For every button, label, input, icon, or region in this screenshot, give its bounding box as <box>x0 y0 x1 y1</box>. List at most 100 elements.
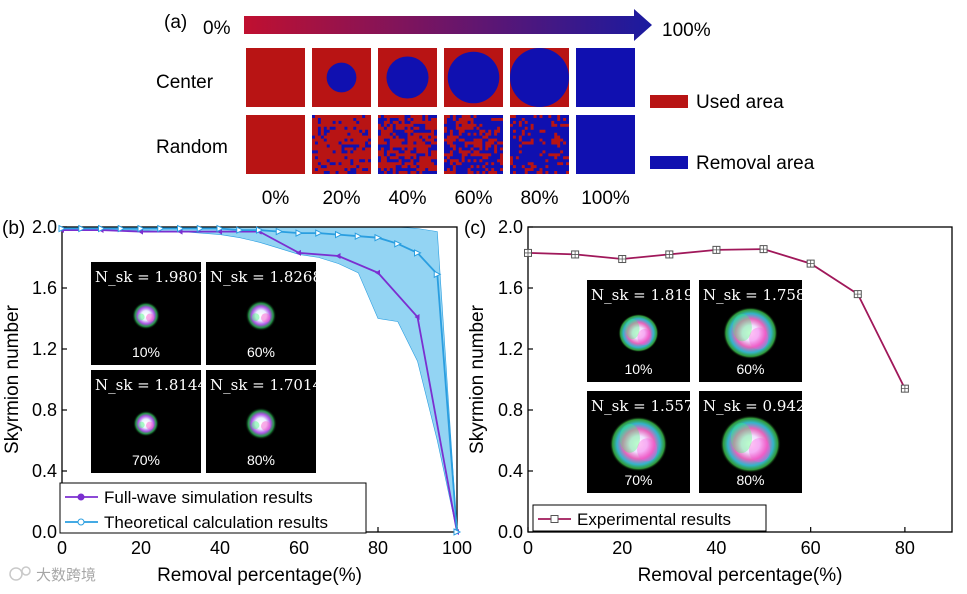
watermark-logo-icon <box>9 567 23 581</box>
inset-nsk-label: N_sk = 1.8268 <box>210 268 322 286</box>
inset-nsk-label: N_sk = 1.7014 <box>210 376 322 394</box>
skyrmion-spot <box>245 300 277 331</box>
mask-removed-area <box>447 51 500 104</box>
legend-marker <box>77 518 85 526</box>
mask-removed-area <box>576 115 635 174</box>
data-point <box>433 270 442 279</box>
inset-image-3: N_sk = 1.7014 80% <box>206 370 322 473</box>
inset-percent-label: 10% <box>624 361 652 377</box>
legend-label: Experimental results <box>577 510 731 529</box>
gradient-arrow <box>244 9 652 41</box>
watermark: 大数跨境 <box>9 566 96 584</box>
mask-random-1 <box>312 115 371 174</box>
legend-label: Full-wave simulation results <box>104 488 313 507</box>
data-point-cross <box>618 255 626 263</box>
mask-background <box>246 48 305 107</box>
data-point <box>98 224 106 233</box>
y-tick-label: 1.2 <box>498 339 523 359</box>
inset-percent-label: 10% <box>132 344 160 360</box>
mask-random-2 <box>378 115 437 174</box>
data-point <box>256 226 264 234</box>
inset-image-1: N_sk = 1.7584 60% <box>699 280 815 382</box>
skyrmion-spot-green <box>251 421 260 430</box>
x-axis-label: Removal percentage(%) <box>157 565 362 586</box>
mask-center-3 <box>444 48 503 107</box>
mask-removed-area <box>444 115 503 174</box>
mask-removed-area <box>378 115 437 174</box>
data-point <box>453 528 462 536</box>
skyrmion-spot-green <box>251 313 260 321</box>
data-point-cross <box>901 385 909 393</box>
plot-frame <box>527 226 953 533</box>
mask-percent-label: 60% <box>454 188 492 209</box>
mask-random-0 <box>246 115 305 174</box>
arrow-end-label: 100% <box>662 20 711 41</box>
x-tick-label: 80 <box>895 538 915 558</box>
mask-random-4 <box>510 115 569 174</box>
data-point-cross <box>712 246 720 254</box>
data-point-cross <box>807 260 815 268</box>
mask-removed-area <box>576 48 635 107</box>
data-point <box>374 233 383 242</box>
legend-used-label: Used area <box>696 92 784 113</box>
mask-center-4 <box>510 48 569 107</box>
skyrmion-spot <box>132 301 160 330</box>
mask-removed-area <box>386 56 429 99</box>
inset-nsk-label: N_sk = 1.8191 <box>591 286 703 304</box>
x-tick-label: 20 <box>612 538 632 558</box>
x-tick-label: 40 <box>706 538 726 558</box>
inset-percent-label: 80% <box>736 472 764 488</box>
data-point <box>117 224 126 233</box>
data-point <box>216 224 225 233</box>
y-tick-label: 2.0 <box>32 217 57 237</box>
inset-nsk-label: N_sk = 1.7584 <box>703 286 815 304</box>
data-point <box>58 224 67 233</box>
mask-percent-label: 80% <box>520 188 558 209</box>
inset-percent-label: 80% <box>247 452 275 468</box>
data-point <box>335 252 341 259</box>
inset-image-1: N_sk = 1.8268 60% <box>206 262 322 365</box>
chart-c: (c) 0 20 40 60 80 0.0 0.4 0.8 1.2 1.6 2.0 Removal pe… <box>464 217 953 586</box>
y-tick-label: 1.6 <box>32 278 57 298</box>
mask-percent-label: 100% <box>581 188 630 209</box>
mask-center-0 <box>246 48 305 107</box>
inset-nsk-label: N_sk = 1.5571 <box>591 397 703 415</box>
data-point <box>137 224 146 233</box>
skyrmion-spot-green <box>619 423 640 453</box>
mask-percent-label: 0% <box>262 188 290 209</box>
skyrmion-spot <box>609 416 668 472</box>
y-tick-label: 0.0 <box>498 522 523 542</box>
skyrmion-spot-magenta <box>637 329 652 346</box>
skyrmion-spot-magenta <box>146 313 155 322</box>
x-tick-label: 60 <box>289 538 309 558</box>
legend: Full-wave simulation results Theoretical … <box>59 482 367 534</box>
skyrmion-spot-magenta <box>748 437 771 463</box>
skyrmion-spot-magenta <box>261 313 271 323</box>
mask-percent-labels: 0% 20% 40% 60% 80% 100% <box>262 188 630 209</box>
x-tick-label: 80 <box>368 538 388 558</box>
mask-random-3 <box>444 115 503 174</box>
x-tick-label: 20 <box>131 538 151 558</box>
watermark-text: 大数跨境 <box>36 566 96 584</box>
chart-b: (b) 0 20 40 60 80 100 0.0 0.4 0.8 1.2 1.6 2.0 Removal… <box>2 217 472 586</box>
mask-grid <box>246 48 635 174</box>
x-tick-label: 100 <box>442 538 472 558</box>
y-tick-label: 0.0 <box>32 522 57 542</box>
data-point-cross <box>854 290 862 298</box>
legend-box <box>59 482 367 534</box>
data-point <box>315 229 323 237</box>
data-point-cross <box>571 250 579 258</box>
legend: Experimental results <box>532 504 767 532</box>
data-point <box>414 313 420 320</box>
inset-image-3: N_sk = 0.9429 80% <box>699 391 815 493</box>
legend-marker <box>77 493 85 501</box>
mask-center-1 <box>312 48 371 107</box>
inset-percent-label: 70% <box>132 452 160 468</box>
data-point <box>236 226 244 234</box>
y-tick-label: 2.0 <box>498 217 523 237</box>
panel-label: (c) <box>464 218 486 239</box>
data-point-cross <box>524 249 532 257</box>
data-point <box>335 230 343 239</box>
mask-removed-area <box>510 115 569 174</box>
